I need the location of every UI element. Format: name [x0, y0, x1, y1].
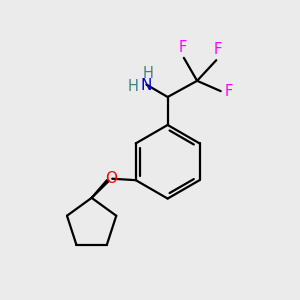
Text: H: H: [128, 79, 139, 94]
Text: H: H: [142, 66, 153, 81]
Text: F: F: [178, 40, 187, 55]
Text: N: N: [141, 78, 152, 93]
Text: F: F: [225, 84, 233, 99]
Text: O: O: [105, 171, 117, 186]
Text: F: F: [214, 42, 222, 57]
